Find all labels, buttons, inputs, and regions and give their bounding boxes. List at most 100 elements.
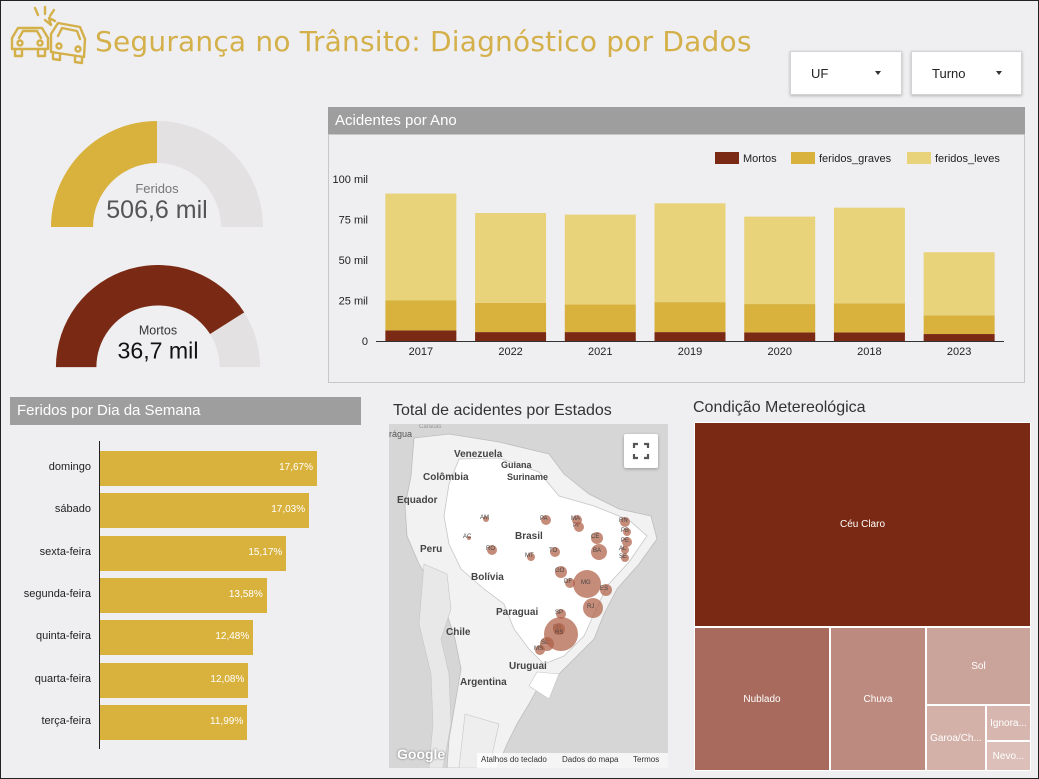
bar-segment[interactable] — [744, 304, 816, 333]
state-bubble[interactable] — [591, 532, 603, 544]
feridos-gauge-fill — [51, 121, 157, 227]
map-country-label: Uruguai — [509, 661, 547, 672]
bar-segment[interactable] — [564, 304, 636, 333]
legend-label: Mortos — [743, 153, 777, 165]
state-bubble[interactable] — [467, 536, 471, 540]
data-label: 12,48% — [215, 631, 250, 643]
bar-segment[interactable] — [475, 302, 547, 333]
feridos-gauge-label: Feridos — [135, 181, 179, 196]
state-bubble[interactable] — [572, 515, 582, 525]
bar-segment[interactable] — [923, 315, 995, 335]
state-bubble[interactable] — [622, 537, 632, 547]
state-label: RS — [555, 630, 564, 636]
bar[interactable] — [100, 451, 317, 486]
state-bubble[interactable] — [487, 545, 497, 555]
category-label: sábado — [54, 503, 91, 516]
map-country-label: Chile — [446, 627, 471, 638]
treemap-cell-nublado[interactable]: Nublado — [694, 627, 830, 771]
map-title: Total de acidentes por Estados — [393, 402, 612, 419]
bar-segment[interactable] — [744, 216, 816, 305]
map-country-label: Equador — [397, 495, 438, 506]
bar-segment[interactable] — [385, 330, 457, 341]
state-bubble[interactable] — [550, 547, 560, 557]
state-bubble[interactable] — [527, 553, 535, 561]
bar[interactable] — [100, 704, 248, 740]
treemap-cell-garoa[interactable]: Garoa/Ch... — [926, 705, 986, 771]
state-bubble[interactable] — [565, 578, 575, 588]
state-bubble[interactable] — [621, 546, 629, 554]
bar-segment[interactable] — [654, 332, 726, 341]
state-bubble[interactable] — [600, 584, 612, 596]
state-bubble[interactable] — [483, 516, 489, 522]
map-country-label: Venezuela — [454, 449, 503, 460]
bar-segment[interactable] — [385, 193, 457, 301]
car-crash-icon — [10, 5, 87, 65]
state-bubble[interactable] — [541, 515, 551, 525]
map-data-link[interactable]: Dados do mapa — [562, 755, 619, 764]
state-bubble[interactable] — [555, 566, 567, 578]
treemap-label: Garoa/Ch... — [930, 732, 982, 744]
bar-segment[interactable] — [923, 252, 995, 316]
data-label: 17,03% — [271, 504, 306, 516]
bar[interactable] — [100, 662, 249, 698]
state-bubble[interactable] — [591, 544, 607, 560]
keyboard-shortcuts-link[interactable]: Atalhos do teclado — [481, 755, 547, 764]
bar-segment[interactable] — [654, 203, 726, 303]
feridos-gauge-value: 506,6 mil — [106, 196, 207, 224]
data-label: 13,58% — [228, 588, 263, 600]
y-tick-label: 25 mil — [339, 296, 368, 308]
x-tick-label: 2022 — [498, 346, 522, 358]
bar[interactable] — [100, 493, 310, 529]
uf-filter-dropdown[interactable]: UF — [790, 51, 902, 95]
bar-segment[interactable] — [385, 300, 457, 331]
bar-segment[interactable] — [654, 302, 726, 333]
state-bubble[interactable] — [623, 528, 631, 536]
state-bubble[interactable] — [574, 522, 584, 532]
treemap-cell-ignorado[interactable]: Ignora... — [986, 705, 1031, 741]
bar-segment[interactable] — [833, 303, 905, 333]
treemap-cell-sol[interactable]: Sol — [926, 627, 1031, 705]
bar-segment[interactable] — [744, 332, 816, 341]
uf-filter-label: UF — [811, 66, 829, 81]
map-label-top: rágua — [389, 429, 413, 439]
treemap-cell-nevoeiro[interactable]: Nevo... — [986, 741, 1031, 771]
treemap-cell-ceu-claro[interactable]: Céu Claro — [694, 422, 1031, 627]
treemap-label: Nublado — [743, 693, 781, 705]
bar-segment[interactable] — [475, 213, 547, 303]
bar-segment[interactable] — [475, 332, 547, 341]
legend-swatch — [907, 152, 931, 164]
legend-label: feridos_leves — [935, 153, 1000, 165]
state-label: PA — [540, 516, 548, 522]
chevron-down-icon — [996, 71, 1002, 75]
treemap-cell-chuva[interactable]: Chuva — [830, 627, 926, 771]
treemap-label: Chuva — [863, 693, 893, 705]
category-label: quarta-feira — [34, 672, 91, 685]
state-bubble[interactable] — [621, 554, 629, 562]
state-label: SP — [555, 610, 564, 616]
accidents-by-year-chart: 0 25 mil 50 mil 75 mil 100 mil 2017 2022 2021 20… — [333, 152, 1004, 358]
accidents-by-year-header: Acidentes por Ano — [328, 107, 1025, 134]
state-bubble[interactable] — [556, 609, 566, 619]
bar-segment[interactable] — [564, 214, 636, 305]
bar[interactable] — [100, 535, 287, 571]
fullscreen-icon — [632, 442, 650, 460]
bar[interactable] — [100, 577, 267, 613]
legend-swatch — [715, 152, 739, 164]
bar-segment[interactable] — [833, 332, 905, 341]
state-bubble[interactable] — [583, 598, 603, 618]
map-fullscreen-button[interactable] — [624, 434, 658, 468]
state-label: ES — [600, 586, 609, 592]
state-bubble[interactable] — [573, 570, 601, 598]
bar-segment[interactable] — [833, 207, 905, 304]
bar-segment[interactable] — [923, 334, 995, 341]
turno-filter-dropdown[interactable]: Turno — [911, 51, 1022, 95]
state-bubble[interactable] — [544, 617, 578, 651]
terms-link[interactable]: Termos — [633, 755, 660, 764]
state-bubble[interactable] — [620, 517, 630, 527]
bar[interactable] — [100, 620, 254, 656]
treemap-label: Ignora... — [990, 717, 1027, 729]
x-tick-label: 2023 — [947, 346, 971, 358]
bar-segment[interactable] — [564, 332, 636, 341]
accidents-by-state-map[interactable]: rágua Caracas Venezuela Guiana Suriname … — [389, 424, 668, 768]
state-bubble[interactable] — [535, 645, 545, 655]
